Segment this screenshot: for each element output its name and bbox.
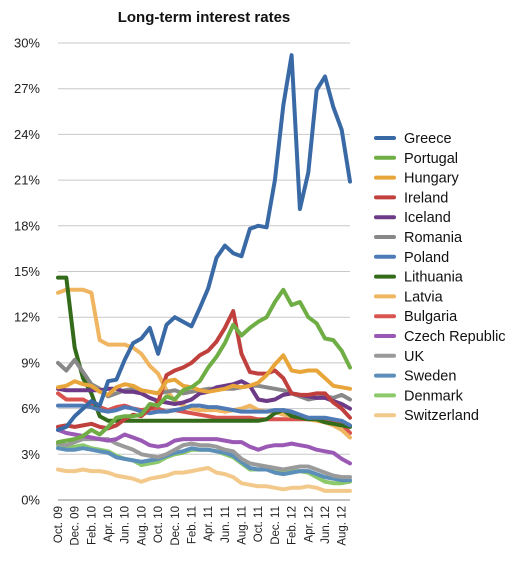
y-tick-label: 21%	[14, 173, 40, 188]
x-tick-label: Dec. 09	[70, 506, 82, 546]
series-line-portugal	[56, 287, 352, 445]
y-tick-label: 27%	[14, 81, 40, 96]
legend-label: Poland	[404, 250, 449, 266]
x-tick-label: Aug. 12	[337, 506, 349, 546]
x-tick-label: Oct. 09	[53, 506, 65, 543]
y-tick-label: 9%	[21, 355, 40, 370]
legend-label: Denmark	[404, 388, 464, 404]
y-tick-label: 30%	[14, 36, 40, 51]
x-tick-label: Dec. 10	[170, 506, 182, 546]
legend-label: Romania	[404, 230, 463, 246]
legend-label: Czech Republic	[404, 329, 506, 345]
x-tick-label: Jun. 12	[320, 506, 332, 544]
x-tick-label: Aug. 11	[237, 506, 249, 545]
x-tick-label: Apr. 12	[303, 506, 315, 542]
legend-label: Portugal	[404, 151, 458, 167]
series-line-hungary	[56, 353, 352, 397]
legend-label: Lithuania	[404, 270, 464, 286]
series-line-greece	[56, 53, 352, 432]
y-tick-label: 6%	[21, 401, 40, 416]
x-tick-label: Apr. 10	[103, 506, 115, 542]
y-tick-label: 0%	[21, 493, 40, 508]
legend-label: Switzerland	[404, 408, 479, 424]
chart-title: Long-term interest rates	[118, 9, 291, 26]
x-tick-label: Jun. 10	[120, 506, 132, 544]
series-line-czech-republic	[56, 427, 352, 466]
x-tick-label: Jun. 11	[220, 506, 232, 543]
series-line-poland	[56, 403, 352, 428]
series-line-lithuania	[56, 275, 352, 429]
legend-label: UK	[404, 349, 424, 365]
x-tick-label: Oct. 10	[153, 506, 165, 543]
series-line-sweden	[56, 446, 352, 483]
x-axis-ticks: Oct. 09 Dec. 09 Feb. 10 Apr. 10 Jun. 10 Aug. …	[53, 506, 349, 546]
y-tick-label: 24%	[14, 127, 40, 142]
y-tick-label: 18%	[14, 218, 40, 233]
legend-label: Ireland	[404, 190, 448, 206]
x-tick-label: Dec. 11	[270, 506, 282, 545]
series-line-switzerland	[56, 466, 352, 493]
x-tick-label: Oct. 11	[253, 506, 265, 542]
legend-label: Iceland	[404, 210, 451, 226]
y-tick-label: 3%	[21, 447, 40, 462]
x-tick-label: Feb. 10	[86, 506, 98, 545]
legend-label: Hungary	[404, 171, 460, 187]
series-lines	[56, 53, 352, 493]
y-axis-ticks: 0% 3% 6% 9% 12% 15% 18% 21% 24% 27% 30%	[14, 36, 40, 508]
legend-label: Greece	[404, 131, 452, 147]
legend: Greece Portugal Hungary Ireland Iceland Roman…	[374, 131, 506, 424]
x-tick-label: Apr. 11	[203, 506, 215, 542]
x-tick-label: Feb. 12	[287, 506, 299, 545]
legend-label: Bulgaria	[404, 309, 458, 325]
legend-label: Latvia	[404, 289, 444, 305]
x-tick-label: Feb. 11	[186, 506, 198, 544]
y-tick-label: 15%	[14, 264, 40, 279]
x-tick-label: Aug. 10	[136, 506, 148, 546]
legend-label: Sweden	[404, 369, 456, 385]
y-tick-label: 12%	[14, 310, 40, 325]
